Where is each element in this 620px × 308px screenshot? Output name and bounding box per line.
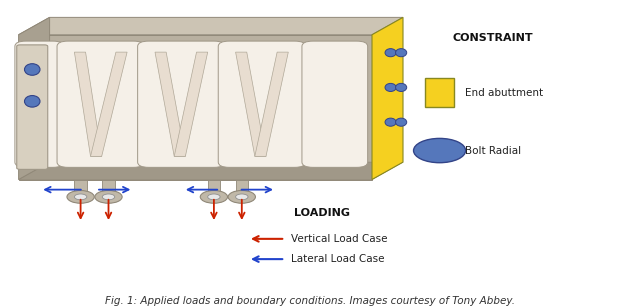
Circle shape [414,138,466,163]
Text: Fig. 1: Applied loads and boundary conditions. Images courtesy of Tony Abbey.: Fig. 1: Applied loads and boundary condi… [105,297,515,306]
Polygon shape [255,52,288,156]
FancyBboxPatch shape [218,41,306,167]
Polygon shape [74,52,102,156]
Text: LOADING: LOADING [294,208,350,218]
Ellipse shape [396,49,407,57]
Polygon shape [236,180,248,191]
Polygon shape [102,180,115,191]
FancyBboxPatch shape [57,41,144,167]
Polygon shape [155,52,185,156]
Text: Vertical Load Case: Vertical Load Case [291,234,388,244]
Ellipse shape [396,83,407,91]
Polygon shape [208,180,220,191]
Text: CONSTRAINT: CONSTRAINT [453,33,533,43]
Circle shape [228,191,255,203]
Text: Lateral Load Case: Lateral Load Case [291,254,385,264]
Polygon shape [19,162,403,180]
Circle shape [236,194,248,200]
Polygon shape [19,35,372,180]
Polygon shape [174,52,208,156]
Polygon shape [19,17,50,180]
FancyBboxPatch shape [302,41,368,167]
Circle shape [200,191,228,203]
Text: Bolt Radial: Bolt Radial [465,146,521,156]
Ellipse shape [385,49,396,57]
Ellipse shape [385,83,396,91]
Ellipse shape [385,118,396,126]
Polygon shape [19,17,403,35]
Polygon shape [236,52,266,156]
Circle shape [208,194,220,200]
Circle shape [67,191,94,203]
Circle shape [74,194,87,200]
Ellipse shape [396,118,407,126]
Circle shape [95,191,122,203]
Ellipse shape [25,64,40,75]
FancyBboxPatch shape [15,41,64,167]
FancyBboxPatch shape [17,45,48,169]
Text: End abuttment: End abuttment [465,88,543,98]
Ellipse shape [25,95,40,107]
Polygon shape [91,52,127,156]
Polygon shape [74,180,87,191]
Circle shape [102,194,115,200]
Polygon shape [372,17,403,180]
Bar [425,78,454,107]
FancyBboxPatch shape [138,41,225,167]
